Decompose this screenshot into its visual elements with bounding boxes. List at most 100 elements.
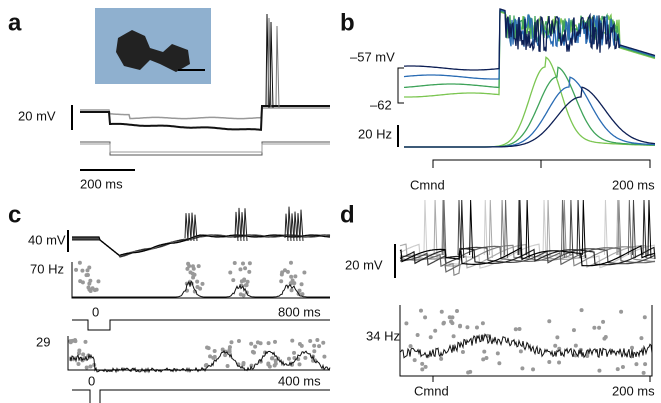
rate-dot xyxy=(641,370,646,375)
rate-dot xyxy=(439,356,444,361)
rate-dot xyxy=(482,349,487,354)
scale-label: 34 Hz xyxy=(366,328,400,343)
spike xyxy=(504,199,509,259)
rate-dot xyxy=(289,288,294,293)
rate-dot xyxy=(186,261,191,266)
spike xyxy=(647,199,652,259)
rate-dot xyxy=(481,357,486,362)
time-axis xyxy=(432,159,651,168)
rate-dot xyxy=(297,288,302,293)
spike xyxy=(269,21,274,109)
rate-dot xyxy=(312,343,317,348)
rate-dot xyxy=(454,309,459,314)
rate-dot xyxy=(255,340,260,345)
rate-trace xyxy=(404,86,656,148)
spike xyxy=(483,199,488,259)
voltage-trace xyxy=(80,107,330,120)
rate-dot xyxy=(184,281,189,286)
rate-dot xyxy=(94,287,99,292)
rate-dot xyxy=(90,286,95,291)
command-trace xyxy=(80,141,330,156)
rate-dot xyxy=(547,359,552,364)
spike xyxy=(187,213,192,242)
spike xyxy=(240,212,245,242)
scale-label: –62 xyxy=(370,97,392,112)
rate-dot xyxy=(266,341,271,346)
rate-dot xyxy=(418,308,423,313)
rate-dot xyxy=(225,363,230,368)
rate-dot xyxy=(300,292,305,297)
command-trace xyxy=(72,389,330,403)
rate-dot xyxy=(191,266,196,271)
spike xyxy=(542,199,547,259)
rate-dot xyxy=(188,270,193,275)
rate-dot xyxy=(601,319,606,324)
scale-label: 70 Hz xyxy=(30,261,64,276)
rate-dot xyxy=(83,339,88,344)
rate-dot xyxy=(279,272,284,277)
rate-dot xyxy=(77,260,82,265)
scale-label: 29 xyxy=(36,334,50,349)
rate-dot xyxy=(231,278,236,283)
rate-dot xyxy=(428,335,433,340)
bracket xyxy=(397,67,404,104)
spike xyxy=(576,199,581,259)
rate-dot xyxy=(282,268,287,273)
rate-dot xyxy=(317,344,322,349)
rate-dot xyxy=(297,362,302,367)
voltage-trace xyxy=(72,234,330,256)
rate-dot xyxy=(88,364,93,369)
rate-dot xyxy=(497,361,502,366)
rate-dot xyxy=(441,321,446,326)
axis-label: 200 ms xyxy=(612,383,655,398)
rate-dot xyxy=(223,353,228,358)
axis-label: 800 ms xyxy=(278,304,321,319)
rate-dot xyxy=(227,347,232,352)
rate-dot xyxy=(585,353,590,358)
rate-dot xyxy=(195,279,200,284)
spike xyxy=(457,199,462,259)
rate-dot xyxy=(643,362,648,367)
rate-dot xyxy=(573,343,578,348)
rate-dot xyxy=(232,260,237,265)
rate-dot xyxy=(315,338,320,343)
axis-label: 200 ms xyxy=(612,177,655,192)
rate-dot xyxy=(200,281,205,286)
rate-dot xyxy=(571,328,576,333)
rate-dot xyxy=(247,261,252,266)
rate-dot xyxy=(615,367,620,372)
axis-label: Cmnd xyxy=(414,383,449,398)
spike xyxy=(488,199,493,259)
rate-dot xyxy=(204,363,209,368)
rate-dot xyxy=(642,315,647,320)
rate-dot xyxy=(240,261,245,266)
spike xyxy=(284,213,289,242)
voltage-trace xyxy=(80,105,330,131)
rate-dot xyxy=(495,351,500,356)
rate-dot xyxy=(220,347,225,352)
rate-dot xyxy=(250,349,255,354)
spike xyxy=(234,211,239,242)
rate-dot xyxy=(76,361,81,366)
rate-dot xyxy=(531,367,536,372)
scale-label: 200 ms xyxy=(80,176,123,191)
rate-dot xyxy=(639,336,644,341)
rate-dot xyxy=(620,365,625,370)
rate-dot xyxy=(619,309,624,314)
rate-dot xyxy=(597,325,602,330)
panel-label: b xyxy=(340,9,355,36)
rate-dot xyxy=(84,365,89,370)
rate-dot xyxy=(423,315,428,320)
rate-dot xyxy=(450,321,455,326)
rate-dot xyxy=(212,349,217,354)
spike xyxy=(546,199,551,259)
rate-dot xyxy=(299,343,304,348)
rate-dot xyxy=(634,362,639,367)
command-trace xyxy=(80,143,330,153)
rate-trace xyxy=(404,76,655,148)
voltage-trace xyxy=(400,246,656,266)
rate-dot xyxy=(288,281,293,286)
spike xyxy=(441,199,446,259)
rate-dot xyxy=(579,308,584,313)
rate-dot xyxy=(244,283,249,288)
